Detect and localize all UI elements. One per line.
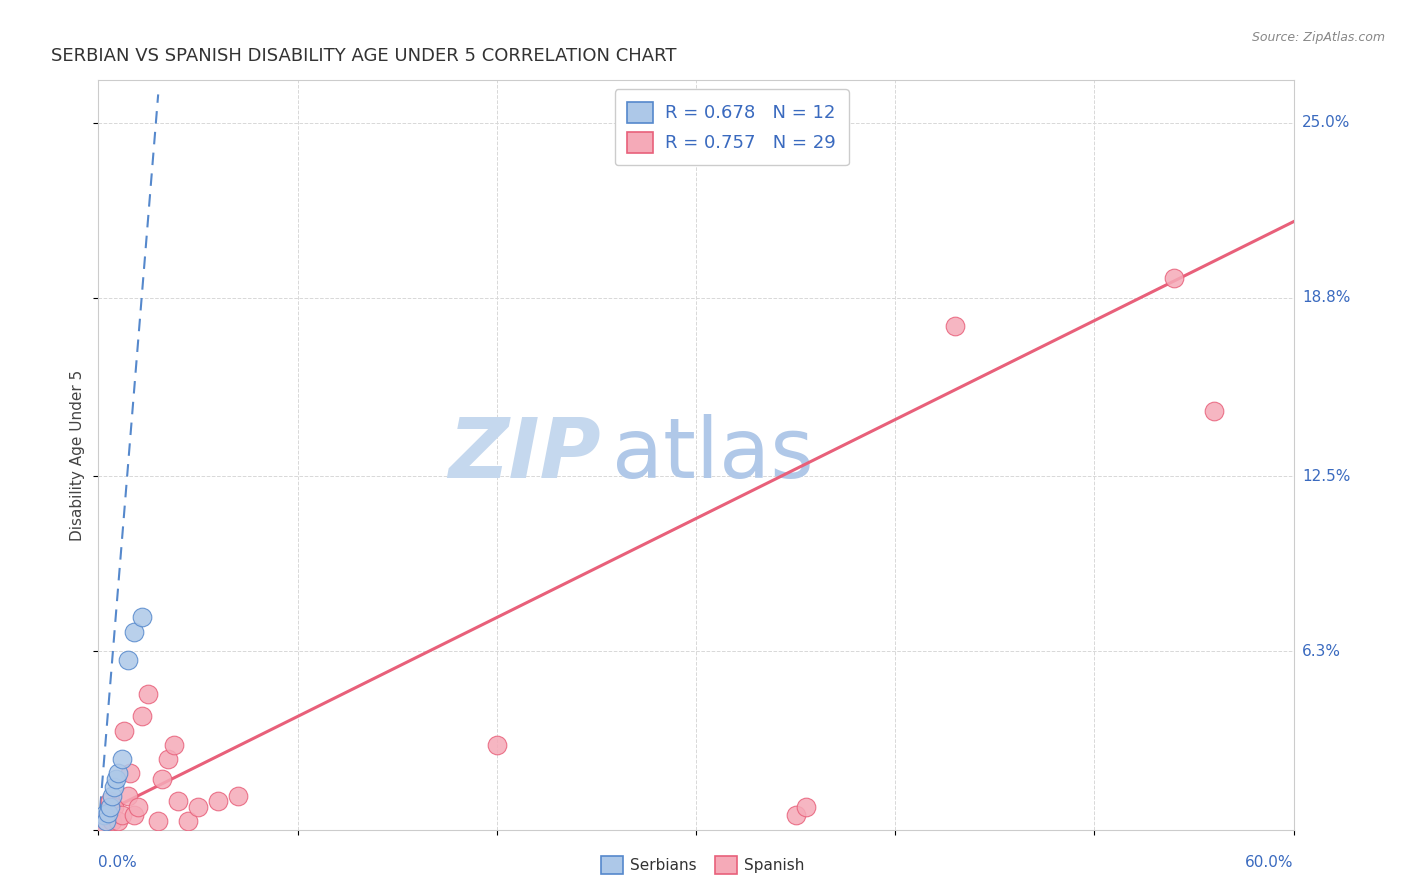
Point <box>1202 404 1225 418</box>
Point <box>101 789 124 803</box>
Point <box>131 610 153 624</box>
Point <box>124 624 146 639</box>
Point <box>101 814 124 828</box>
Point <box>98 800 122 814</box>
Point <box>794 800 817 814</box>
Point <box>103 780 125 794</box>
Point <box>167 794 190 808</box>
Point <box>124 808 146 822</box>
Point <box>107 766 129 780</box>
Text: atlas: atlas <box>613 415 814 495</box>
Legend: Serbians, Spanish: Serbians, Spanish <box>595 850 811 880</box>
Point <box>157 752 180 766</box>
Point <box>136 687 159 701</box>
Point <box>93 817 115 831</box>
Text: ZIP: ZIP <box>447 415 600 495</box>
Point <box>93 808 115 822</box>
Text: 12.5%: 12.5% <box>1302 468 1350 483</box>
Point <box>187 800 209 814</box>
Text: 0.0%: 0.0% <box>98 855 138 870</box>
Text: Source: ZipAtlas.com: Source: ZipAtlas.com <box>1251 31 1385 45</box>
Point <box>150 772 173 786</box>
Point <box>226 789 249 803</box>
Point <box>112 723 135 738</box>
Point <box>103 800 125 814</box>
Point <box>131 709 153 723</box>
Point <box>96 814 118 828</box>
Y-axis label: Disability Age Under 5: Disability Age Under 5 <box>70 369 86 541</box>
Text: 25.0%: 25.0% <box>1302 115 1350 130</box>
Point <box>107 814 129 828</box>
Point <box>1163 271 1185 285</box>
Text: SERBIAN VS SPANISH DISABILITY AGE UNDER 5 CORRELATION CHART: SERBIAN VS SPANISH DISABILITY AGE UNDER … <box>51 47 676 65</box>
Point <box>97 805 120 820</box>
Point <box>120 766 142 780</box>
Point <box>207 794 229 808</box>
Point <box>485 738 508 752</box>
Point <box>127 800 149 814</box>
Point <box>97 808 120 822</box>
Point <box>98 794 122 808</box>
Point <box>105 772 128 786</box>
Text: 18.8%: 18.8% <box>1302 291 1350 305</box>
Point <box>117 653 139 667</box>
Point <box>943 319 966 334</box>
Point <box>785 808 807 822</box>
Legend: R = 0.678   N = 12, R = 0.757   N = 29: R = 0.678 N = 12, R = 0.757 N = 29 <box>614 89 849 165</box>
Point <box>111 752 134 766</box>
Point <box>117 789 139 803</box>
Point <box>177 814 200 828</box>
Text: 6.3%: 6.3% <box>1302 644 1341 659</box>
Text: 60.0%: 60.0% <box>1246 855 1294 870</box>
Point <box>111 808 134 822</box>
Point <box>148 814 170 828</box>
Point <box>163 738 186 752</box>
